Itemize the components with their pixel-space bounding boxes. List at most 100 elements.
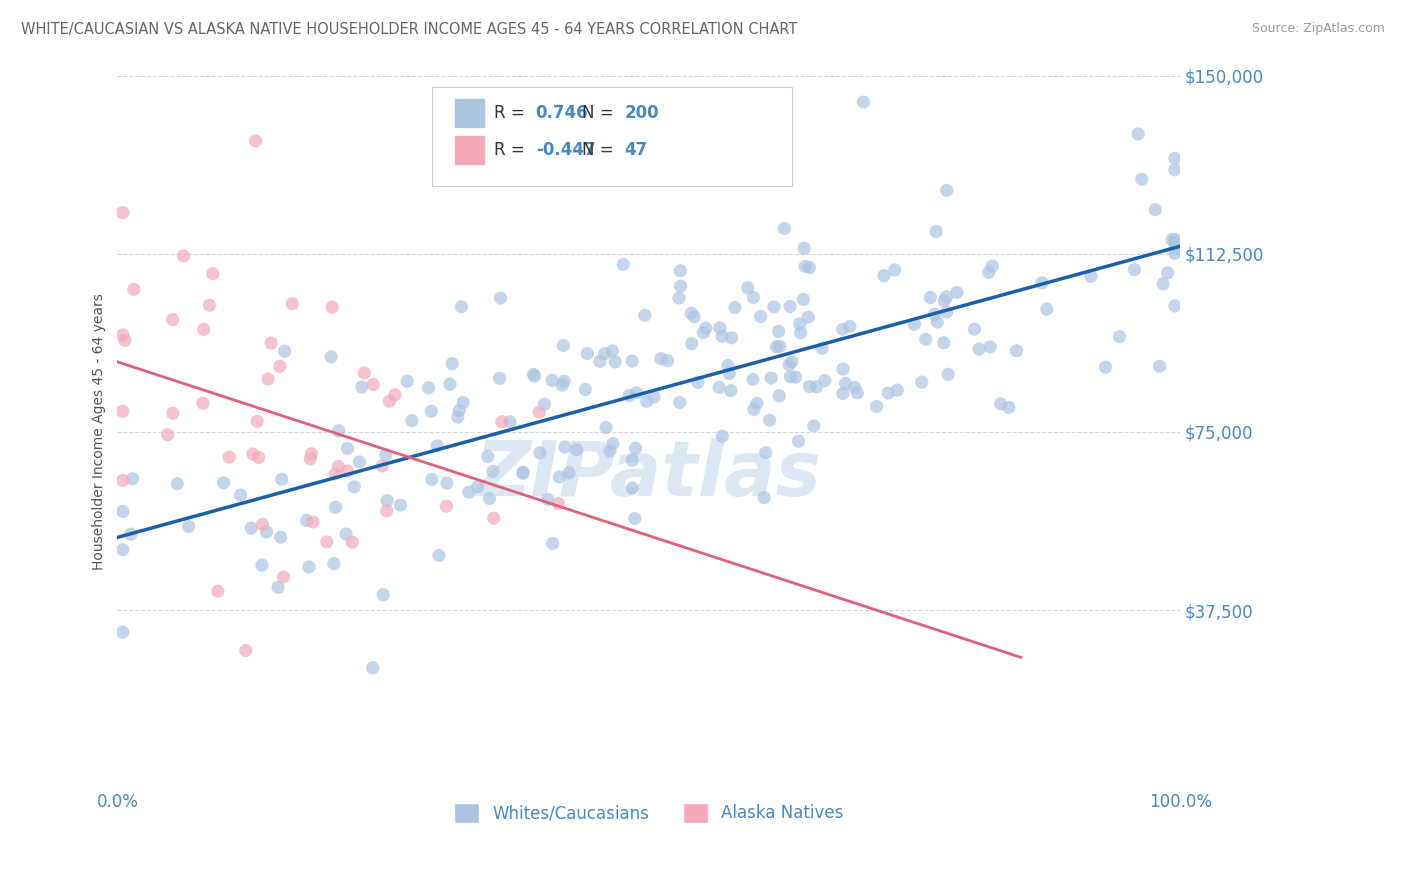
Point: [794, 260, 817, 274]
Text: N =: N =: [582, 141, 613, 159]
Point: [636, 394, 658, 409]
Point: [375, 504, 398, 518]
Point: [769, 339, 792, 353]
Point: [762, 300, 785, 314]
Point: [246, 414, 269, 428]
Point: [247, 450, 270, 465]
Point: [799, 260, 821, 275]
Point: [270, 472, 292, 486]
Point: [482, 464, 505, 478]
Point: [558, 466, 581, 480]
Point: [681, 306, 703, 320]
Point: [634, 309, 657, 323]
Point: [191, 396, 214, 410]
Point: [920, 290, 942, 304]
Point: [252, 517, 274, 532]
Point: [551, 378, 574, 392]
Point: [336, 464, 359, 478]
Point: [235, 643, 257, 657]
Point: [803, 418, 825, 433]
Point: [198, 298, 221, 312]
Point: [122, 282, 145, 296]
Point: [482, 511, 505, 525]
Point: [207, 584, 229, 599]
Text: Source: ZipAtlas.com: Source: ZipAtlas.com: [1251, 22, 1385, 36]
Text: 0.746: 0.746: [536, 104, 588, 122]
Point: [441, 357, 464, 371]
Point: [621, 354, 644, 368]
Point: [212, 475, 235, 490]
Point: [436, 476, 458, 491]
Point: [886, 383, 908, 397]
Text: ZIPatlas: ZIPatlas: [475, 438, 823, 512]
Text: 200: 200: [624, 104, 659, 122]
Point: [1035, 302, 1057, 317]
Point: [1164, 246, 1187, 260]
Point: [335, 527, 357, 541]
Point: [451, 395, 474, 409]
Point: [990, 397, 1012, 411]
Point: [789, 317, 811, 331]
Point: [742, 290, 765, 304]
Point: [350, 380, 373, 394]
Point: [759, 371, 782, 385]
Point: [595, 420, 617, 434]
Point: [488, 371, 510, 385]
Point: [997, 401, 1019, 415]
Point: [499, 415, 522, 429]
Point: [914, 332, 936, 346]
Point: [789, 326, 811, 340]
Point: [979, 340, 1001, 354]
Point: [111, 504, 134, 518]
Point: [541, 373, 564, 387]
Point: [695, 321, 717, 335]
Point: [787, 434, 810, 449]
Point: [420, 472, 443, 486]
Point: [1005, 343, 1028, 358]
Point: [371, 458, 394, 473]
Point: [1161, 233, 1184, 247]
Point: [302, 515, 325, 529]
Point: [681, 336, 703, 351]
Point: [565, 442, 588, 457]
Point: [737, 281, 759, 295]
Point: [1144, 202, 1167, 217]
Point: [643, 390, 665, 404]
Point: [865, 400, 887, 414]
Point: [321, 300, 343, 314]
Point: [831, 322, 853, 336]
Point: [427, 549, 450, 563]
Point: [927, 315, 949, 329]
Point: [749, 310, 772, 324]
Point: [299, 451, 322, 466]
Point: [439, 377, 461, 392]
Point: [281, 296, 304, 310]
Point: [883, 263, 905, 277]
Point: [467, 480, 489, 494]
Point: [1094, 360, 1116, 375]
Point: [1156, 266, 1178, 280]
Point: [269, 359, 291, 374]
Point: [925, 225, 948, 239]
Point: [765, 340, 787, 354]
Point: [778, 358, 800, 372]
Point: [1164, 299, 1187, 313]
Point: [576, 346, 599, 360]
Point: [624, 441, 647, 455]
Point: [612, 258, 634, 272]
Point: [218, 450, 240, 464]
Text: R =: R =: [494, 104, 524, 122]
Point: [936, 368, 959, 382]
Point: [418, 381, 440, 395]
Point: [298, 560, 321, 574]
Point: [814, 374, 837, 388]
Point: [436, 499, 458, 513]
Point: [541, 536, 564, 550]
Point: [111, 542, 134, 557]
Point: [946, 285, 969, 300]
Point: [177, 519, 200, 533]
Point: [478, 491, 501, 506]
Point: [799, 379, 821, 393]
Point: [250, 558, 273, 573]
Point: [342, 535, 364, 549]
